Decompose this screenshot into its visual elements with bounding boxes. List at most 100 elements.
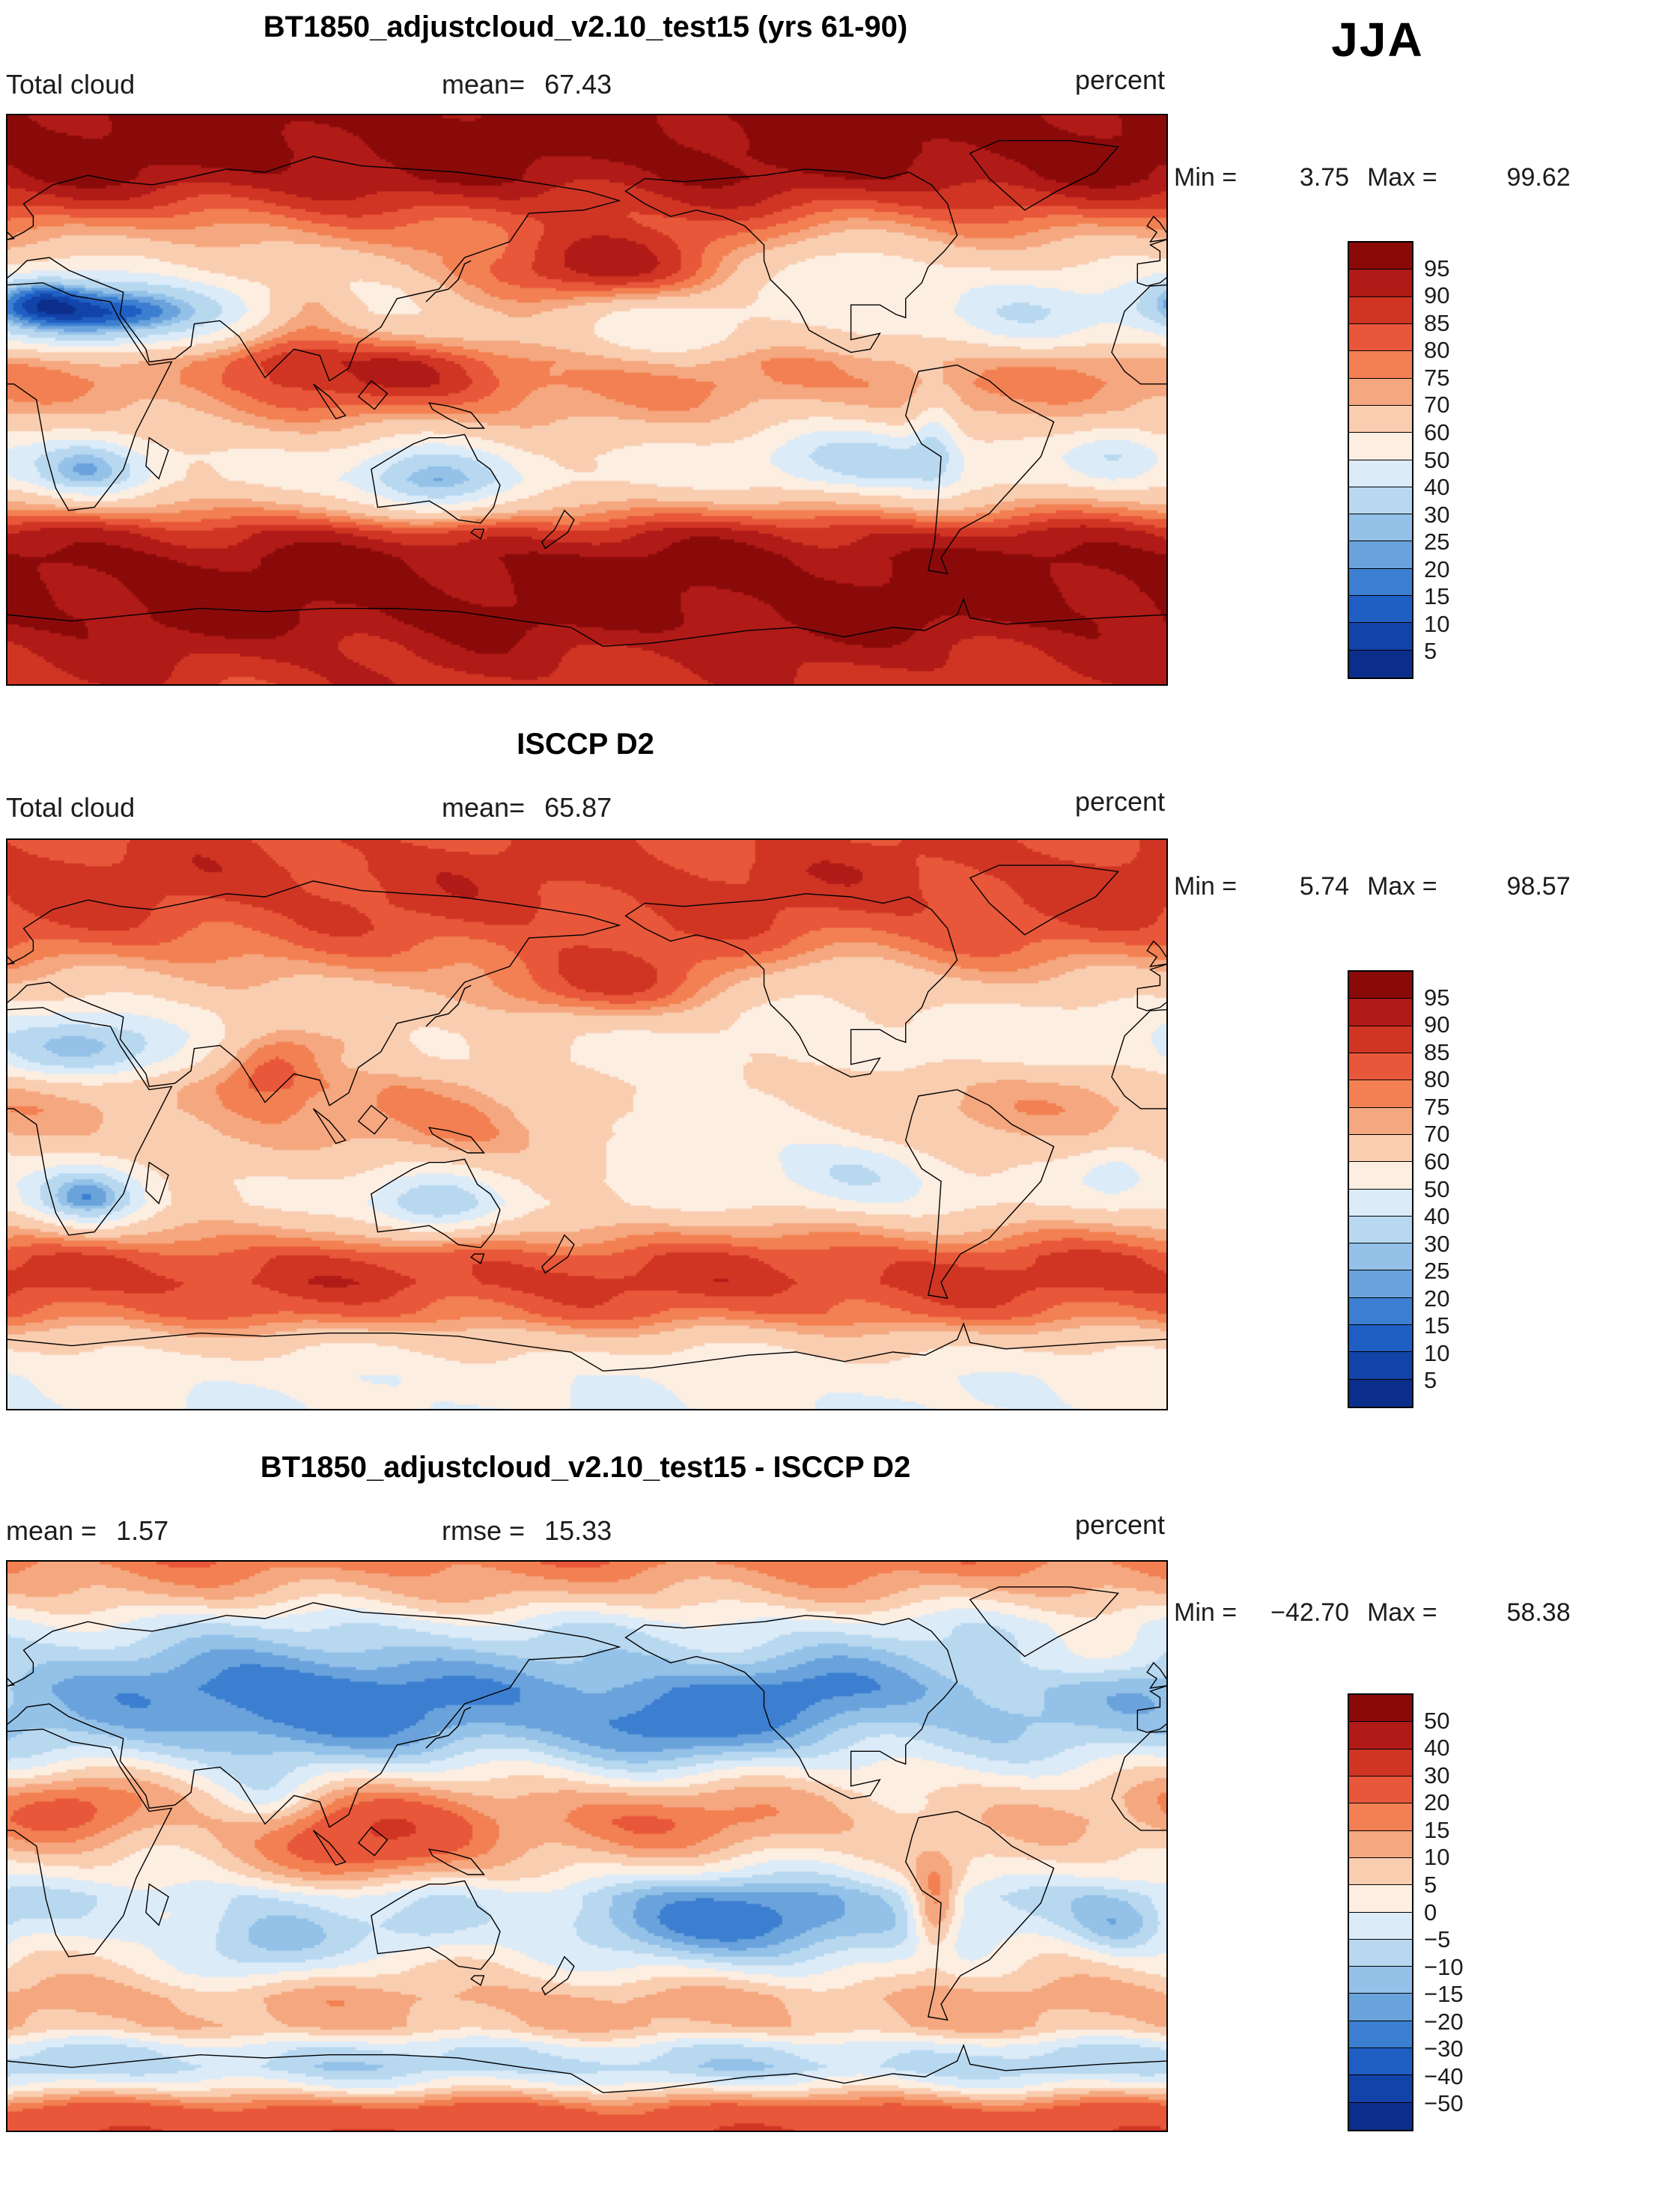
colorbar-cell: [1349, 323, 1412, 352]
panel-3-minmax: Min = −42.70 Max = 58.38: [1174, 1598, 1668, 1628]
colorbar-tick-label: 10: [1424, 1844, 1450, 1871]
colorbar-tick-label: 40: [1424, 1203, 1450, 1230]
mean-value: 67.43: [544, 69, 612, 100]
colorbar-cell: [1349, 1967, 1412, 1994]
colorbar-tick-label: 50: [1424, 446, 1450, 473]
colorbar-cell: [1349, 1162, 1412, 1190]
colorbar-tick-label: 90: [1424, 282, 1450, 309]
colorbar-tick-label: 5: [1424, 1367, 1437, 1394]
panel-3-title: BT1850_adjustcloud_v2.10_test15 - ISCCP …: [260, 1451, 911, 1484]
panel-1-colorbar-labels: 95 90 85 80 75 70 60 50 40 30 25 20 15 10 5: [1424, 241, 1529, 679]
colorbar-tick-label: 90: [1424, 1011, 1450, 1038]
season-label: JJA: [1331, 13, 1424, 67]
colorbar-cell: [1349, 1134, 1412, 1163]
colorbar-cell: [1349, 2048, 1412, 2076]
colorbar-cell: [1349, 433, 1412, 460]
colorbar-tick-label: −40: [1424, 2062, 1464, 2089]
difference-map-canvas: [7, 1562, 1166, 2131]
min-value: −42.70: [1270, 1598, 1350, 1627]
colorbar-tick-label: 15: [1424, 1312, 1450, 1339]
colorbar-cell: [1349, 1080, 1412, 1108]
panel-2-field-label: Total cloud: [6, 792, 154, 823]
model-cloud-map-canvas: [7, 115, 1166, 684]
colorbar-cell: [1349, 596, 1412, 624]
colorbar-tick-label: −30: [1424, 2036, 1464, 2062]
colorbar-cell: [1349, 1857, 1412, 1886]
colorbar-tick-label: 10: [1424, 1339, 1450, 1366]
colorbar-cell: [1349, 1379, 1412, 1407]
colorbar-cell: [1349, 487, 1412, 515]
min-label: Min =: [1174, 872, 1238, 901]
mean-value: 1.57: [116, 1515, 169, 1546]
colorbar-tick-label: 20: [1424, 1789, 1450, 1816]
colorbar-cell: [1349, 1776, 1412, 1804]
colorbar-cell: [1349, 296, 1412, 324]
colorbar-tick-label: 5: [1424, 638, 1437, 665]
colorbar-cell: [1349, 1749, 1412, 1776]
panel-3-map: [6, 1560, 1168, 2132]
colorbar-tick-label: 5: [1424, 1871, 1437, 1898]
colorbar-cell: [1349, 378, 1412, 406]
colorbar-tick-label: −20: [1424, 2008, 1464, 2035]
max-value: 98.57: [1506, 872, 1571, 901]
colorbar-cell: [1349, 2075, 1412, 2103]
colorbar-cell: [1349, 623, 1412, 651]
colorbar-cell: [1349, 351, 1412, 379]
panel-3-colorbar-labels: 50 40 30 20 15 10 5 0 −5 −10 −15 −20 −30 −40 −50: [1424, 1693, 1529, 2131]
panel-1-minmax: Min = 3.75 Max = 99.62: [1174, 163, 1668, 192]
min-value: 3.75: [1299, 163, 1350, 192]
max-label: Max =: [1367, 163, 1437, 192]
panel-2-mean: mean= 65.87: [442, 792, 612, 823]
colorbar-tick-label: 75: [1424, 364, 1450, 391]
coastline-overlay: [7, 1562, 1166, 2131]
colorbar-cell: [1349, 405, 1412, 433]
colorbar-cell: [1349, 1243, 1412, 1271]
colorbar-tick-label: 50: [1424, 1707, 1450, 1734]
panel-2-title: ISCCP D2: [517, 728, 654, 761]
colorbar-cell: [1349, 1297, 1412, 1326]
colorbar-tick-label: −50: [1424, 2090, 1464, 2117]
colorbar-cell: [1349, 460, 1412, 487]
colorbar-cell: [1349, 1270, 1412, 1298]
mean-label: mean=: [442, 792, 526, 823]
colorbar-cell: [1349, 1830, 1412, 1858]
colorbar-cell: [1349, 2102, 1412, 2130]
colorbar-tick-label: −10: [1424, 1953, 1464, 1980]
panel-2-minmax: Min = 5.74 Max = 98.57: [1174, 872, 1668, 901]
colorbar-cell: [1349, 1722, 1412, 1750]
colorbar-tick-label: 30: [1424, 1762, 1450, 1788]
mean-label: mean =: [6, 1515, 97, 1546]
colorbar-cell: [1349, 1107, 1412, 1135]
isccp-cloud-map-canvas: [7, 840, 1166, 1409]
colorbar-cell: [1349, 541, 1412, 569]
colorbar-tick-label: 60: [1424, 1148, 1450, 1175]
panel-3-mean: mean = 1.57: [6, 1515, 168, 1547]
colorbar-cell: [1349, 1053, 1412, 1081]
colorbar-tick-label: 85: [1424, 309, 1450, 336]
panel-2-map: [6, 838, 1168, 1410]
colorbar-cell: [1349, 1189, 1412, 1217]
colorbar-cell: [1349, 1216, 1412, 1244]
colorbar-cell: [1349, 1939, 1412, 1967]
colorbar-tick-label: 95: [1424, 984, 1450, 1011]
panel-2-colorbar-labels: 95 90 85 80 75 70 60 50 40 30 25 20 15 10 5: [1424, 970, 1529, 1408]
max-value: 99.62: [1506, 163, 1571, 192]
min-value: 5.74: [1299, 872, 1350, 901]
max-label: Max =: [1367, 1598, 1437, 1627]
colorbar-cell: [1349, 514, 1412, 542]
panel-3-units: percent: [1074, 1509, 1165, 1540]
max-value: 58.38: [1506, 1598, 1571, 1627]
colorbar-cell: [1349, 972, 1412, 999]
panel-2-colorbar: [1348, 970, 1413, 1408]
panel-1-units: percent: [1074, 64, 1165, 95]
colorbar-tick-label: 30: [1424, 501, 1450, 528]
colorbar-tick-label: 60: [1424, 418, 1450, 445]
panel-1-mean: mean= 67.43: [442, 69, 612, 100]
panel-1-map: [6, 114, 1168, 686]
coastline-overlay: [7, 115, 1166, 684]
max-label: Max =: [1367, 872, 1437, 901]
coastline-overlay: [7, 840, 1166, 1409]
colorbar-tick-label: −15: [1424, 1981, 1464, 2008]
min-label: Min =: [1174, 1598, 1238, 1627]
